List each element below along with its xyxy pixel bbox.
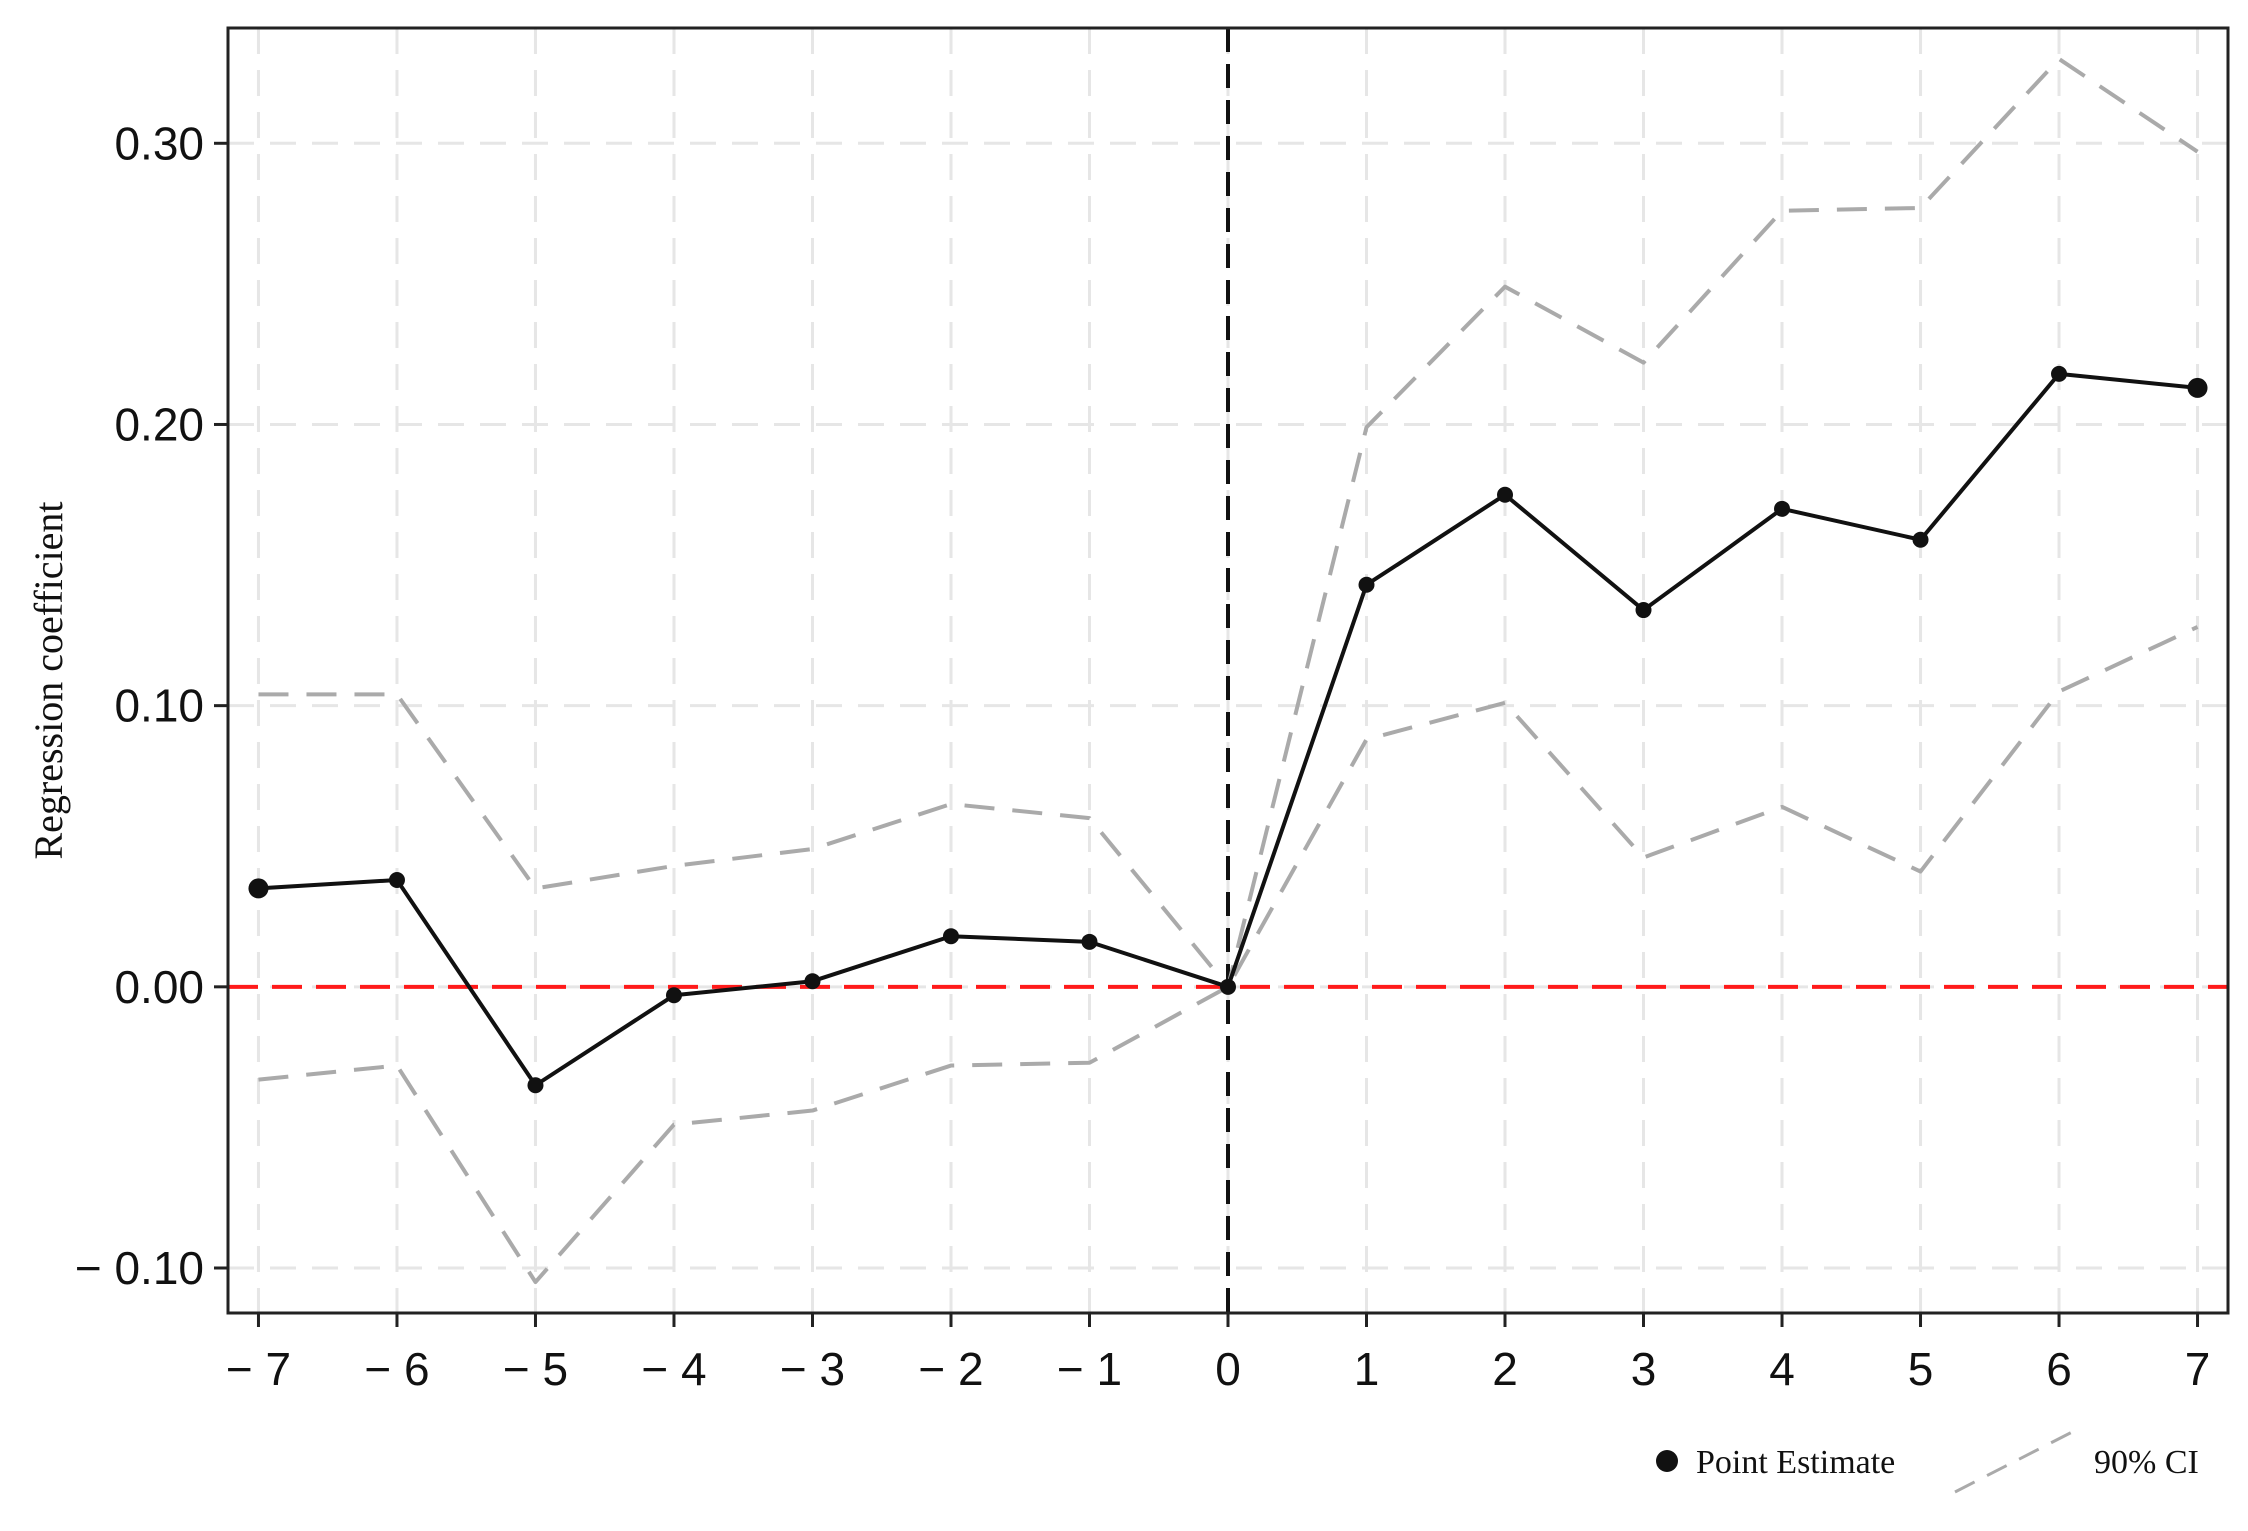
point-estimate-marker — [388, 871, 405, 888]
x-tick-label: 1 — [1354, 1343, 1380, 1395]
x-tick-label: 3 — [1631, 1343, 1657, 1395]
ci-lower-line — [258, 625, 2199, 1285]
y-tick-label: 0.10 — [114, 680, 204, 732]
y-tick-label: 0.00 — [114, 961, 204, 1013]
legend-point-estimate-marker — [1656, 1450, 1678, 1472]
x-tick-label: 5 — [1908, 1343, 1934, 1395]
y-tick-label: − 0.10 — [75, 1242, 204, 1294]
x-tick-label: − 2 — [918, 1343, 983, 1395]
point-estimate-marker — [1081, 933, 1098, 950]
grid-lines — [228, 28, 2228, 1313]
point-estimate-marker — [2051, 365, 2068, 382]
point-estimate-marker — [1774, 500, 1791, 517]
x-tick-label: 0 — [1215, 1343, 1241, 1395]
point-estimate-marker — [942, 928, 959, 945]
x-tick-label: 2 — [1492, 1343, 1518, 1395]
x-tick-label: 7 — [2185, 1343, 2211, 1395]
reference-lines — [228, 28, 2228, 1313]
x-tick-label: 4 — [1769, 1343, 1795, 1395]
y-tick-label: 0.20 — [114, 398, 204, 450]
point-estimate-marker — [1635, 602, 1652, 619]
legend: Point Estimate 90% CI — [1656, 1427, 2199, 1494]
x-tick-label: − 6 — [364, 1343, 429, 1395]
axis-ticks: − 7 − 6 − 5 − 4 − 3 − 2 − 1 0 1 2 3 4 5 6 7 − 0.10 0.00 0… — [75, 117, 2211, 1395]
point-estimate-marker — [248, 878, 269, 899]
point-estimate-marker — [1358, 576, 1375, 593]
point-estimate-marker — [2187, 377, 2208, 398]
legend-ci-label: 90% CI — [2094, 1444, 2199, 1481]
legend-ci-marker — [1954, 1427, 2079, 1494]
legend-point-estimate-label: Point Estimate — [1696, 1444, 1895, 1481]
y-axis-title: Regression coefficient — [26, 501, 71, 859]
x-tick-label: − 5 — [503, 1343, 568, 1395]
y-tick-label: 0.30 — [114, 117, 204, 169]
point-estimate-marker — [1912, 531, 1929, 548]
x-tick-label: − 3 — [780, 1343, 845, 1395]
point-estimate-marker — [527, 1077, 544, 1094]
x-tick-label: − 1 — [1057, 1343, 1122, 1395]
point-estimate-marker — [665, 987, 682, 1004]
x-tick-label: − 7 — [226, 1343, 291, 1395]
x-tick-label: − 4 — [641, 1343, 706, 1395]
point-estimate-marker — [1497, 486, 1514, 503]
point-estimate-marker — [804, 973, 821, 990]
point-estimate-series — [248, 365, 2208, 1094]
x-tick-label: 6 — [2046, 1343, 2072, 1395]
point-estimate-marker — [1220, 978, 1236, 995]
